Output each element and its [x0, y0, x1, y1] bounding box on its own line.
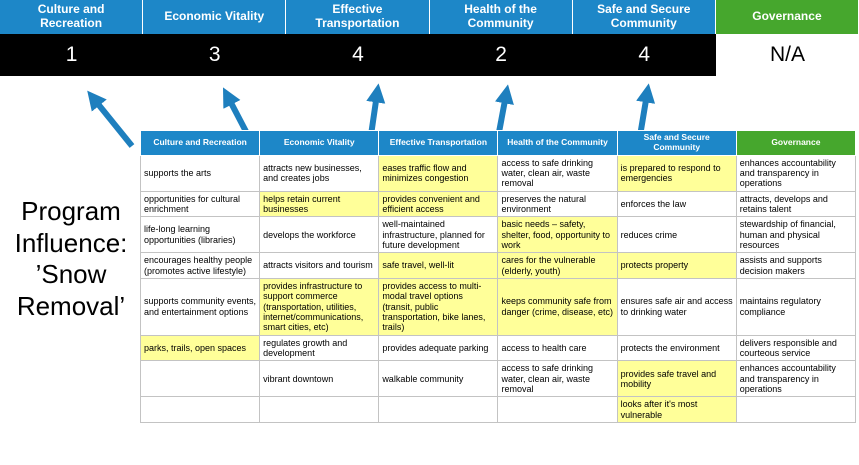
matrix-cell: supports community events, and entertain… — [139, 277, 261, 336]
matrix-cell: delivers responsible and courteous servi… — [735, 334, 857, 362]
matrix-cell: keeps community safe from danger (crime,… — [497, 277, 618, 336]
matrix-cell: basic needs – safety, shelter, food, opp… — [497, 216, 618, 254]
matrix-cell: provides convenient and efficient access — [378, 190, 499, 218]
matrix-cell: cares for the vulnerable (elderly, youth… — [497, 252, 618, 279]
matrix-cell: provides infrastructure to support comme… — [259, 277, 380, 336]
matrix-cell: develops the workforce — [259, 216, 380, 254]
matrix-cell: maintains regulatory compliance — [735, 277, 857, 336]
matrix-cell: reduces crime — [616, 216, 737, 254]
matrix-row-3: life-long learning opportunities (librar… — [139, 216, 857, 254]
matrix-cell: is prepared to respond to emergencies — [616, 154, 737, 192]
banner-economic-vitality: Economic Vitality — [143, 0, 287, 34]
banner-safe-and-secure-community: Safe and Secure Community — [572, 0, 716, 34]
matrix-cell: stewardship of financial, human and phys… — [735, 216, 857, 254]
matrix-cell: access to safe drinking water, clean air… — [497, 154, 618, 192]
matrix-header-row: Culture and Recreation Economic Vitality E… — [139, 130, 857, 156]
matrix-row-4: encourages healthy people (promotes acti… — [139, 252, 857, 279]
matrix-cell: enforces the law — [616, 190, 737, 218]
matrix-cell: enhances accountability and transparency… — [735, 154, 857, 192]
influence-matrix: Culture and Recreation Economic Vitality E… — [139, 130, 857, 424]
matrix-cell: encourages healthy people (promotes acti… — [139, 252, 261, 279]
banner-effective-transportation: Effective Transportation — [286, 0, 430, 34]
score-culture-and-recreation: 1 — [0, 34, 144, 76]
program-title: Program Influence: ’Snow Removal’ — [14, 196, 128, 322]
matrix-cell: eases traffic flow and minimizes congest… — [378, 154, 499, 192]
matrix-cell: provides safe travel and mobility — [616, 360, 737, 398]
matrix-row-7: vibrant downtown walkable community access… — [139, 360, 857, 398]
matrix-cell: life-long learning opportunities (librar… — [139, 216, 261, 254]
matrix-cell: safe travel, well-lit — [378, 252, 499, 279]
score-safe-and-secure-community: 4 — [572, 34, 716, 76]
banner-culture-and-recreation: Culture and Recreation — [0, 0, 144, 34]
matrix-row-2: opportunities for cultural enrichment hel… — [139, 190, 857, 218]
matrix-cell — [259, 396, 380, 424]
matrix-cell: vibrant downtown — [259, 360, 380, 398]
matrix-header-health-of-the-community: Health of the Community — [497, 130, 618, 156]
score-governance: N/A — [715, 34, 859, 76]
matrix-cell: ensures safe air and access to drinking … — [616, 277, 737, 336]
score-bar: 1 3 4 2 4 N/A — [0, 34, 859, 76]
matrix-cell: provides adequate parking — [378, 334, 499, 362]
arrow-culture — [87, 90, 135, 148]
matrix-cell: attracts visitors and tourism — [259, 252, 380, 279]
matrix-cell: protects property — [616, 252, 737, 279]
score-effective-transportation: 4 — [286, 34, 430, 76]
matrix-cell: access to safe drinking water, clean air… — [497, 360, 618, 398]
matrix-row-5: supports community events, and entertain… — [139, 277, 857, 336]
matrix-cell — [378, 396, 499, 424]
matrix-header-safe-and-secure-community: Safe and Secure Community — [616, 130, 737, 156]
matrix-cell: provides access to multi-modal travel op… — [378, 277, 499, 336]
matrix-cell — [497, 396, 618, 424]
matrix-row-1: supports the arts attracts new businesses… — [139, 154, 857, 192]
matrix-cell: enhances accountability and transparency… — [735, 360, 857, 398]
matrix-row-8: looks after it's most vulnerable — [139, 396, 857, 424]
matrix-cell: attracts, develops and retains talent — [735, 190, 857, 218]
matrix-cell — [735, 396, 857, 424]
priority-banner: Culture and Recreation Economic Vitality E… — [0, 0, 859, 34]
matrix-cell: walkable community — [378, 360, 499, 398]
matrix-header-economic-vitality: Economic Vitality — [259, 130, 380, 156]
banner-health-of-the-community: Health of the Community — [429, 0, 573, 34]
matrix-cell — [139, 396, 261, 424]
matrix-cell: parks, trails, open spaces — [139, 334, 261, 362]
matrix-cell: looks after it's most vulnerable — [616, 396, 737, 424]
matrix-cell: supports the arts — [139, 154, 261, 192]
matrix-cell: access to health care — [497, 334, 618, 362]
matrix-cell: attracts new businesses, and creates job… — [259, 154, 380, 192]
matrix-header-culture-and-recreation: Culture and Recreation — [139, 130, 261, 156]
banner-governance: Governance — [715, 0, 859, 34]
matrix-cell: well-maintained infrastructure, planned … — [378, 216, 499, 254]
matrix-cell: opportunities for cultural enrichment — [139, 190, 261, 218]
matrix-cell: helps retain current businesses — [259, 190, 380, 218]
matrix-cell — [139, 360, 261, 398]
score-economic-vitality: 3 — [143, 34, 287, 76]
matrix-cell: preserves the natural environment — [497, 190, 618, 218]
matrix-header-effective-transportation: Effective Transportation — [378, 130, 499, 156]
matrix-header-governance: Governance — [735, 130, 857, 156]
matrix-row-6: parks, trails, open spaces regulates grow… — [139, 334, 857, 362]
score-health-of-the-community: 2 — [429, 34, 573, 76]
matrix-cell: regulates growth and development — [259, 334, 380, 362]
matrix-cell: assists and supports decision makers — [735, 252, 857, 279]
matrix-cell: protects the environment — [616, 334, 737, 362]
